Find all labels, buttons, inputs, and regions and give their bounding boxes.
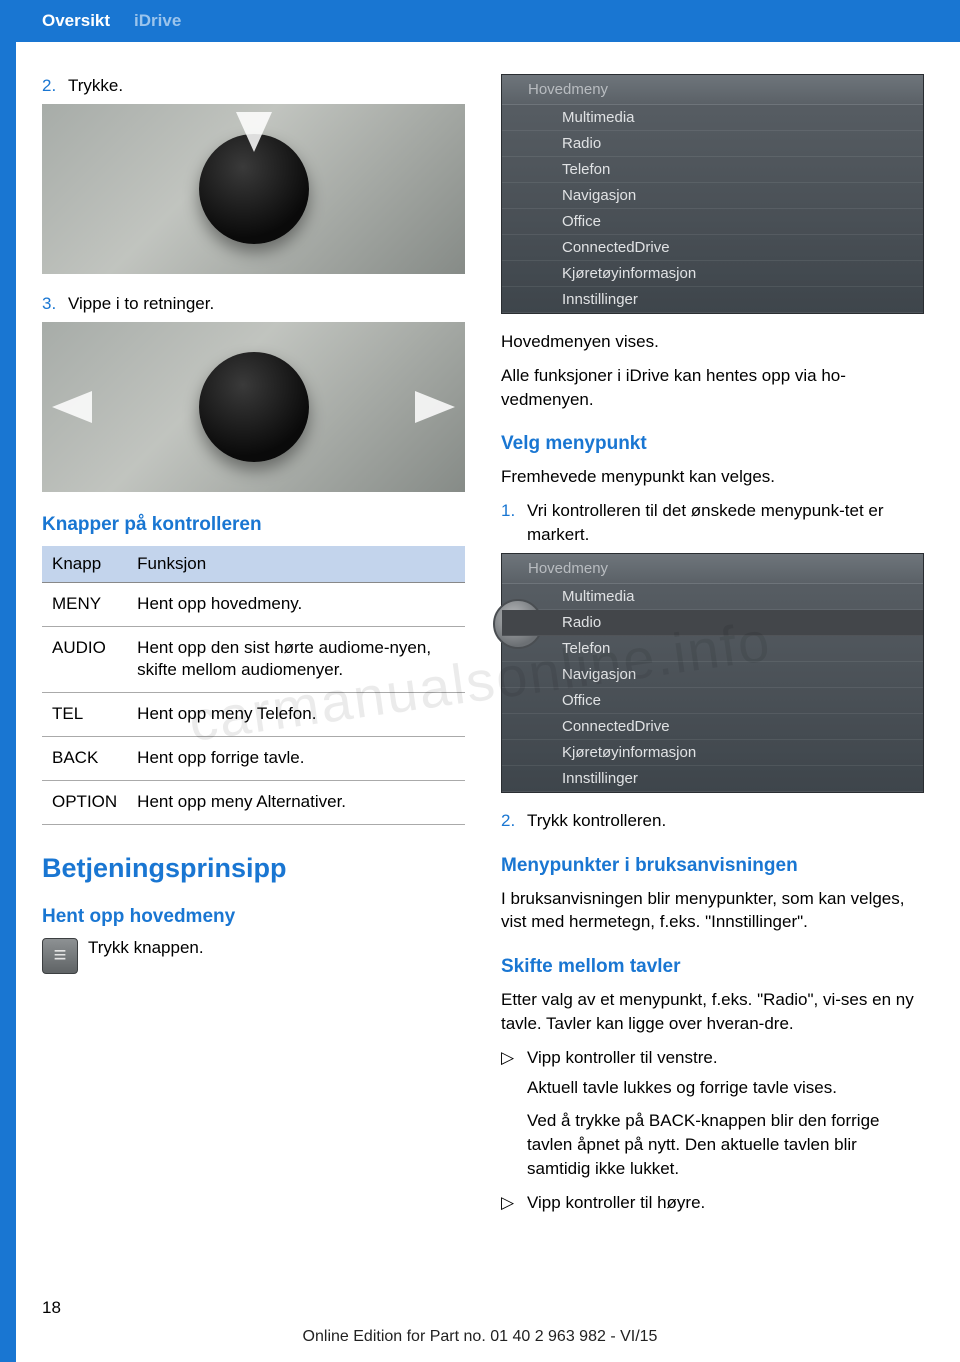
hovedmeny-screenshot-1: Hovedmeny Multimedia Radio Telefon Navig…	[501, 74, 924, 314]
th-knapp: Knapp	[42, 546, 127, 583]
step-3: 3. Vippe i to retninger.	[42, 292, 465, 316]
menu-item: Office	[502, 209, 923, 235]
menu-item: Kjøretøyinformasjon	[502, 261, 923, 287]
bullet-text: Vipp kontroller til høyre.	[527, 1191, 705, 1215]
step-2-text: Trykke.	[68, 74, 123, 98]
bullet-vipp-hoyre: ▷ Vipp kontroller til høyre.	[501, 1191, 924, 1215]
menu-item: Navigasjon	[502, 662, 923, 688]
heading-skifte-tavler: Skifte mellom tavler	[501, 956, 924, 978]
menu-item: Multimedia	[502, 584, 923, 610]
knob-graphic-2	[199, 352, 309, 462]
menu-button-row: Trykk knappen.	[42, 938, 465, 974]
hovedmeny-screenshot-2: Hovedmeny Multimedia Radio Telefon Navig…	[501, 553, 924, 793]
photo-press-knob	[42, 104, 465, 274]
step-1-right: 1. Vri kontrolleren til det ønskede meny…	[501, 499, 924, 547]
heading-betjening: Betjeningsprinsipp	[42, 853, 465, 884]
bullet-sub-1: Aktuell tavle lukkes og forrige tavle vi…	[527, 1076, 924, 1100]
menu-item: ConnectedDrive	[502, 235, 923, 261]
step-2b-num: 2.	[501, 809, 527, 833]
menu-item: Innstillinger	[502, 287, 923, 313]
menu-item-selected: Radio	[502, 610, 923, 636]
right-column: Hovedmeny Multimedia Radio Telefon Navig…	[501, 74, 924, 1221]
table-row: MENYHent opp hovedmeny.	[42, 582, 465, 626]
table-row: TELHent opp meny Telefon.	[42, 693, 465, 737]
p-fremhevede: Fremhevede menypunkt kan velges.	[501, 465, 924, 489]
p-alle-funksjoner: Alle funksjoner i iDrive kan hentes opp …	[501, 364, 924, 412]
header-tab-oversikt: Oversikt	[42, 11, 110, 31]
menu-item: Office	[502, 688, 923, 714]
table-row: OPTIONHent opp meny Alternativer.	[42, 781, 465, 825]
table-row: BACKHent opp forrige tavle.	[42, 737, 465, 781]
bullet-icon: ▷	[501, 1191, 527, 1215]
heading-velg-menypunkt: Velg menypunkt	[501, 433, 924, 455]
step-1-num: 1.	[501, 499, 527, 547]
left-column: 2. Trykke. 3. Vippe i to retninger. Knap…	[42, 74, 465, 1221]
menu-item: Telefon	[502, 157, 923, 183]
menu-item: Innstillinger	[502, 766, 923, 792]
hent-text: Trykk knappen.	[88, 938, 204, 958]
arrow-right-icon	[415, 391, 455, 423]
menu-title-2: Hovedmeny	[502, 554, 923, 584]
left-edge-bar	[0, 42, 16, 1362]
step-2-num: 2.	[42, 74, 68, 98]
header-tab-idrive: iDrive	[134, 11, 181, 31]
heading-hent-hovedmeny: Hent opp hovedmeny	[42, 906, 465, 928]
bullet-sub-2: Ved å trykke på BACK-knappen blir den fo…	[527, 1109, 924, 1180]
step-1-text: Vri kontrolleren til det ønskede menypun…	[527, 499, 924, 547]
p-etter-valg: Etter valg av et menypunkt, f.eks. "Radi…	[501, 988, 924, 1036]
table-row: AUDIOHent opp den sist hørte audiome‐nye…	[42, 626, 465, 693]
bullet-vipp-venstre: ▷ Vipp kontroller til venstre.	[501, 1046, 924, 1070]
menu-item: Radio	[502, 131, 923, 157]
header-bar: Oversikt iDrive	[0, 0, 960, 42]
menu-icon	[42, 938, 78, 974]
heading-knapper: Knapper på kontrolleren	[42, 514, 465, 536]
menu-title-1: Hovedmeny	[502, 75, 923, 105]
heading-menypunkter: Menypunkter i bruksanvisningen	[501, 855, 924, 877]
step-3-num: 3.	[42, 292, 68, 316]
menu-item: ConnectedDrive	[502, 714, 923, 740]
menu-item: Kjøretøyinformasjon	[502, 740, 923, 766]
step-2-right: 2. Trykk kontrolleren.	[501, 809, 924, 833]
page-number: 18	[42, 1298, 61, 1318]
step-3-text: Vippe i to retninger.	[68, 292, 214, 316]
menu-item: Multimedia	[502, 105, 923, 131]
step-2: 2. Trykke.	[42, 74, 465, 98]
knapper-table: Knapp Funksjon MENYHent opp hovedmeny. A…	[42, 546, 465, 826]
bullet-icon: ▷	[501, 1046, 527, 1070]
photo-tilt-knob	[42, 322, 465, 492]
step-2b-text: Trykk kontrolleren.	[527, 809, 666, 833]
p-hovedmeny-vises: Hovedmenyen vises.	[501, 330, 924, 354]
p-bruksanvisning: I bruksanvisningen blir menypunkter, som…	[501, 887, 924, 935]
bullet-text: Vipp kontroller til venstre.	[527, 1046, 718, 1070]
th-funksjon: Funksjon	[127, 546, 465, 583]
arrow-left-icon	[52, 391, 92, 423]
menu-item: Navigasjon	[502, 183, 923, 209]
footer-text: Online Edition for Part no. 01 40 2 963 …	[0, 1328, 960, 1346]
arrow-down-icon	[236, 112, 272, 152]
menu-item: Telefon	[502, 636, 923, 662]
